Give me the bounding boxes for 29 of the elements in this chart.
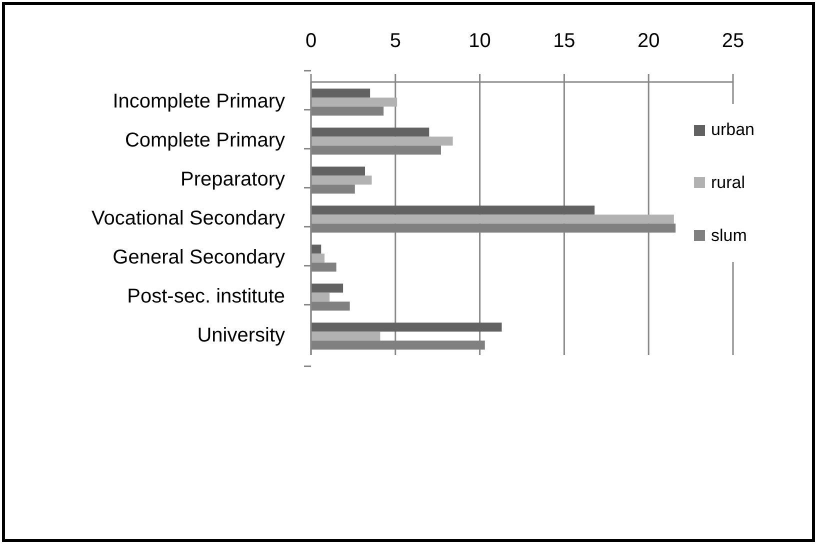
- bar: [311, 88, 370, 98]
- legend-label: slum: [711, 226, 747, 246]
- legend-label: urban: [711, 120, 754, 140]
- bar: [311, 166, 366, 176]
- legend-label: rural: [711, 172, 746, 193]
- y-tick-label: Preparatory: [180, 168, 285, 190]
- bar: [311, 98, 398, 107]
- y-tick-label: General Secondary: [112, 246, 285, 268]
- x-tick-label: 0: [305, 30, 317, 52]
- x-tick-label: 5: [390, 30, 401, 52]
- bar: [311, 284, 344, 293]
- x-tick-label: 10: [468, 30, 491, 52]
- bar: [311, 136, 453, 146]
- y-tick-label: Vocational Secondary: [92, 208, 285, 230]
- x-tick-label: 20: [637, 30, 660, 52]
- bar: [311, 128, 430, 137]
- bar: [311, 254, 325, 263]
- y-tick-label: Incomplete Primary: [112, 90, 285, 112]
- bar: [311, 214, 674, 224]
- bar: [311, 322, 502, 332]
- bar: [311, 292, 330, 302]
- y-tick-label: University: [197, 324, 285, 346]
- bar: [311, 206, 595, 215]
- y-tick-label: Complete Primary: [124, 130, 285, 152]
- x-tick-label: 15: [553, 30, 576, 52]
- x-tick-label: 25: [722, 30, 744, 52]
- bar: [311, 176, 372, 185]
- y-tick-label: Post-sec. institute: [127, 286, 285, 308]
- bar: [311, 332, 380, 341]
